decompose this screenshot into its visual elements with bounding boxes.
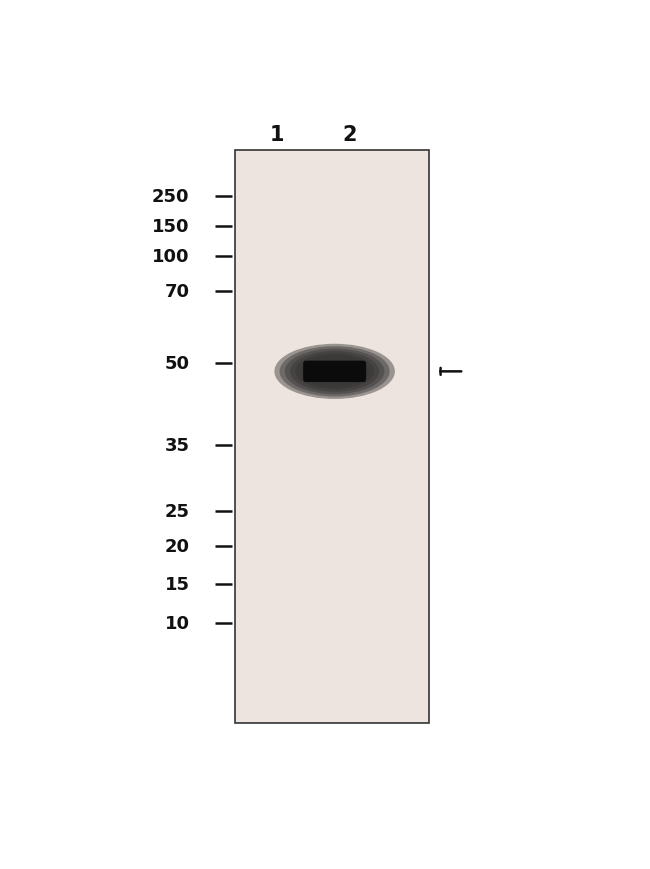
FancyBboxPatch shape (303, 362, 366, 382)
Text: 70: 70 (164, 282, 190, 301)
Text: 100: 100 (152, 248, 190, 266)
Text: 1: 1 (270, 124, 284, 144)
Text: 2: 2 (343, 124, 357, 144)
Text: 25: 25 (164, 502, 190, 521)
Text: 50: 50 (164, 355, 190, 373)
Ellipse shape (285, 349, 384, 395)
Text: 20: 20 (164, 537, 190, 555)
Text: 250: 250 (152, 188, 190, 206)
Ellipse shape (295, 354, 374, 390)
Ellipse shape (280, 347, 389, 397)
Ellipse shape (274, 344, 395, 400)
Ellipse shape (290, 352, 379, 392)
Text: 35: 35 (164, 436, 190, 454)
Bar (235, 151, 429, 723)
Ellipse shape (300, 356, 369, 388)
Text: 10: 10 (164, 614, 190, 632)
Text: 15: 15 (164, 576, 190, 594)
Text: 150: 150 (152, 218, 190, 235)
